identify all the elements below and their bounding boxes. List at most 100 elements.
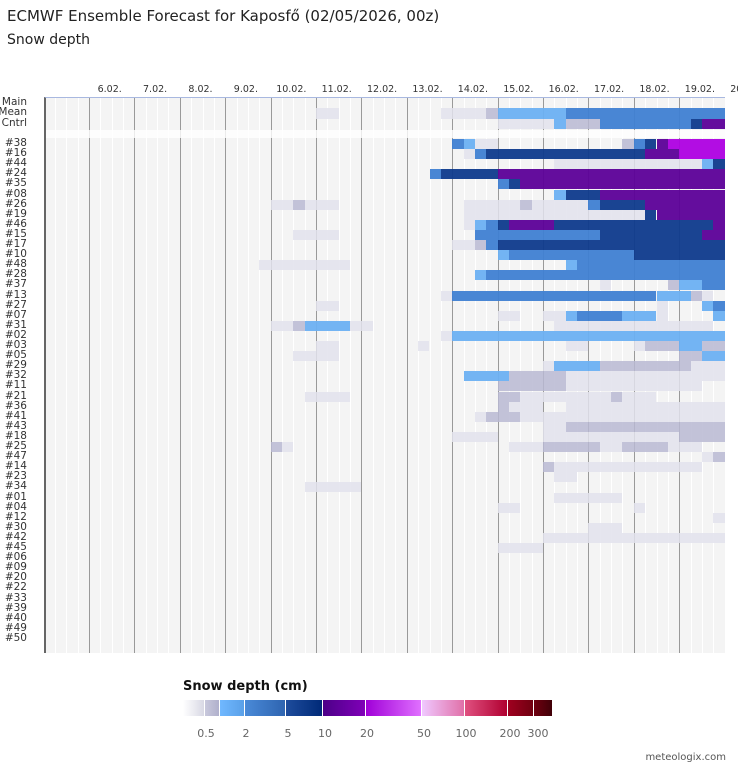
legend-band [465, 700, 508, 716]
legend-tick-label: 10 [318, 727, 332, 740]
x-tick-label: 7.02. [143, 84, 168, 95]
snow-depth-cell [554, 219, 714, 230]
snow-depth-cell [520, 179, 725, 190]
snow-depth-cell [497, 219, 509, 230]
snow-depth-cell [577, 260, 725, 271]
row-label: #44 [4, 157, 27, 170]
row-label: #38 [4, 137, 27, 149]
x-tick-label: 20.02. [730, 84, 738, 95]
legend-band [365, 700, 423, 716]
snow-depth-cell [418, 341, 430, 352]
x-tick-label: 12.02. [366, 84, 398, 95]
row-label: #30 [4, 520, 27, 533]
snow-depth-cell [611, 421, 725, 432]
snow-depth-cell [531, 199, 589, 210]
row-label: #37 [4, 278, 27, 291]
row-label: #11 [4, 379, 27, 392]
row-label: #14 [4, 460, 27, 473]
row-label: #16 [4, 147, 27, 160]
snow-depth-cell [701, 280, 725, 291]
snow-depth-cell [497, 240, 725, 251]
row-label: #49 [4, 621, 27, 634]
step-gridline [395, 98, 397, 653]
snow-depth-cell [599, 442, 623, 453]
snow-depth-cell [497, 108, 566, 119]
x-tick-label: 11.02. [321, 84, 352, 95]
snow-depth-cell [259, 260, 351, 271]
snow-depth-cell [599, 189, 725, 200]
snow-depth-cell [497, 543, 543, 554]
row-label: #06 [4, 551, 27, 564]
day-gridline [406, 98, 408, 653]
snow-depth-cell [701, 300, 714, 311]
snow-depth-cell [440, 330, 453, 341]
step-gridline [293, 98, 295, 653]
x-tick-label: 14.02. [457, 84, 488, 95]
snow-depth-cell [270, 442, 282, 453]
legend-band [220, 700, 246, 716]
step-gridline [191, 98, 193, 653]
snow-depth-cell [304, 391, 351, 402]
snow-depth-cell [713, 300, 725, 311]
snow-depth-cell [656, 300, 668, 311]
snow-depth-cell [543, 431, 680, 442]
snow-depth-cell [281, 442, 294, 453]
snow-depth-cell [508, 179, 521, 190]
snow-depth-cell [316, 341, 339, 352]
day-gridline [44, 98, 45, 653]
row-label: #33 [4, 591, 27, 604]
snow-depth-cell [304, 320, 351, 331]
snow-depth-cell [588, 522, 623, 533]
snow-depth-cell [508, 250, 634, 261]
snow-depth-cell [508, 219, 555, 230]
credit-link[interactable]: meteologix.com [645, 752, 726, 763]
row-label: #19 [4, 207, 27, 220]
snow-depth-cell [486, 219, 498, 230]
snow-depth-cell [565, 401, 725, 412]
legend-band [285, 700, 323, 716]
legend-tick-label: 20 [360, 727, 374, 740]
row-label: Mean [0, 106, 27, 119]
step-gridline [350, 98, 352, 653]
row-label: #34 [4, 480, 27, 493]
snow-depth-cell [293, 351, 339, 362]
snow-depth-cell [656, 290, 691, 301]
snow-depth-cell [645, 209, 657, 220]
row-label: #05 [4, 349, 27, 362]
step-gridline [168, 98, 170, 653]
row-label: #15 [4, 227, 27, 240]
snow-depth-cell [645, 149, 680, 160]
snow-depth-cell [543, 442, 600, 453]
step-gridline [202, 98, 204, 653]
snow-depth-cell [713, 310, 725, 321]
snow-depth-cell [293, 199, 305, 210]
snow-depth-cell [565, 371, 725, 382]
snow-depth-cell [543, 462, 555, 473]
snow-depth-cell [508, 442, 543, 453]
snow-depth-cell [293, 320, 305, 331]
day-gridline [179, 98, 181, 653]
snow-depth-cell [452, 240, 475, 251]
x-tick-label: 15.02. [503, 84, 534, 95]
row-label: #48 [4, 258, 27, 271]
snow-depth-cell [497, 381, 566, 392]
row-label: #21 [4, 389, 27, 402]
x-tick-label: 19.02. [684, 84, 715, 95]
snow-depth-cell [497, 391, 521, 402]
snow-depth-cell [474, 229, 600, 240]
row-label: #40 [4, 611, 27, 624]
snow-depth-cell [679, 431, 725, 442]
snow-depth-cell [508, 401, 543, 412]
snow-depth-cell [463, 139, 475, 150]
row-label: #50 [4, 631, 27, 644]
snow-depth-cell [497, 118, 555, 129]
snow-depth-cell [577, 310, 623, 321]
snow-depth-cell [293, 229, 339, 240]
snow-depth-cell [520, 391, 612, 402]
x-tick-label: 17.02. [593, 84, 625, 95]
step-gridline [157, 98, 159, 653]
snow-depth-cell [565, 381, 702, 392]
legend-band [533, 700, 553, 716]
snow-depth-cell [554, 159, 702, 170]
legend-band [183, 700, 206, 716]
